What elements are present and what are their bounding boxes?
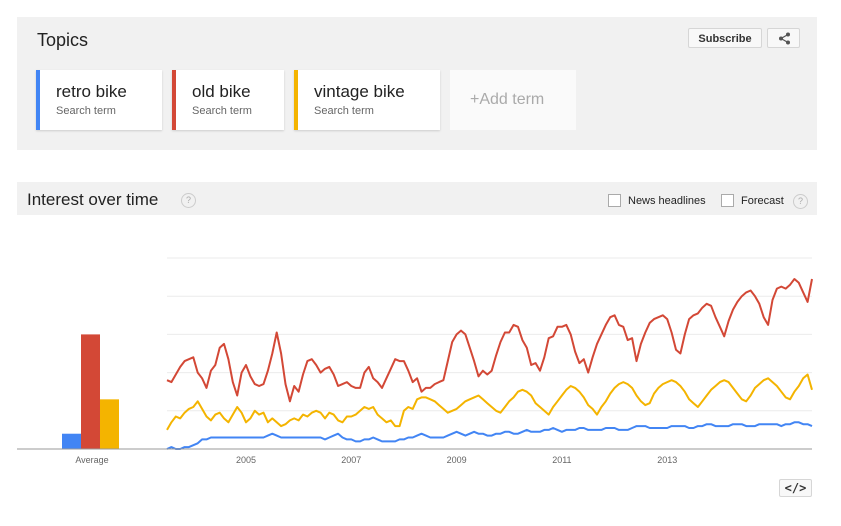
- term-color-stripe: [294, 70, 298, 130]
- forecast-label[interactable]: Forecast: [741, 195, 784, 207]
- series-line-vintage-bike: [166, 373, 813, 431]
- trend-lines: [166, 278, 813, 450]
- embed-code-button[interactable]: </>: [779, 479, 812, 497]
- term-name: vintage bike: [314, 82, 405, 101]
- term-type: Search term: [192, 105, 252, 117]
- x-tick-label: 2009: [447, 455, 467, 465]
- average-label: Average: [75, 455, 108, 465]
- series-line-old-bike: [166, 278, 813, 403]
- term-card-vintage-bike[interactable]: vintage bike Search term: [294, 70, 440, 130]
- x-axis-ticks: 2005 2007 2009 2011 2013: [236, 455, 677, 465]
- x-tick-label: 2007: [341, 455, 361, 465]
- share-button[interactable]: [767, 28, 800, 48]
- term-color-stripe: [172, 70, 176, 130]
- term-card-old-bike[interactable]: old bike Search term: [172, 70, 284, 130]
- term-name: old bike: [192, 82, 251, 101]
- x-tick-label: 2011: [552, 455, 571, 465]
- subscribe-button[interactable]: Subscribe: [688, 28, 762, 48]
- forecast-help-icon[interactable]: ?: [793, 194, 808, 209]
- news-headlines-label[interactable]: News headlines: [628, 195, 706, 207]
- chart-grid: [167, 257, 812, 412]
- average-bar: [81, 334, 100, 449]
- interest-over-time-header: Interest over time ? News headlines Fore…: [17, 182, 817, 215]
- forecast-checkbox[interactable]: [721, 194, 734, 207]
- term-type: Search term: [314, 105, 374, 117]
- term-type: Search term: [56, 105, 116, 117]
- help-icon[interactable]: ?: [181, 193, 196, 208]
- average-bar: [100, 399, 119, 449]
- average-bars: [62, 334, 119, 449]
- series-line-retro-bike: [166, 421, 813, 450]
- term-card-retro-bike[interactable]: retro bike Search term: [36, 70, 162, 130]
- average-bar: [62, 433, 81, 449]
- news-headlines-checkbox[interactable]: [608, 194, 621, 207]
- topics-panel: Topics Subscribe retro bike Search term …: [17, 17, 817, 150]
- topics-title: Topics: [37, 30, 89, 50]
- term-name: retro bike: [56, 82, 127, 101]
- x-tick-label: 2005: [236, 455, 256, 465]
- add-term-button[interactable]: +Add term: [450, 70, 576, 130]
- interest-over-time-title: Interest over time: [27, 190, 159, 209]
- x-tick-label: 2013: [657, 455, 677, 465]
- term-color-stripe: [36, 70, 40, 130]
- share-icon: [779, 32, 790, 45]
